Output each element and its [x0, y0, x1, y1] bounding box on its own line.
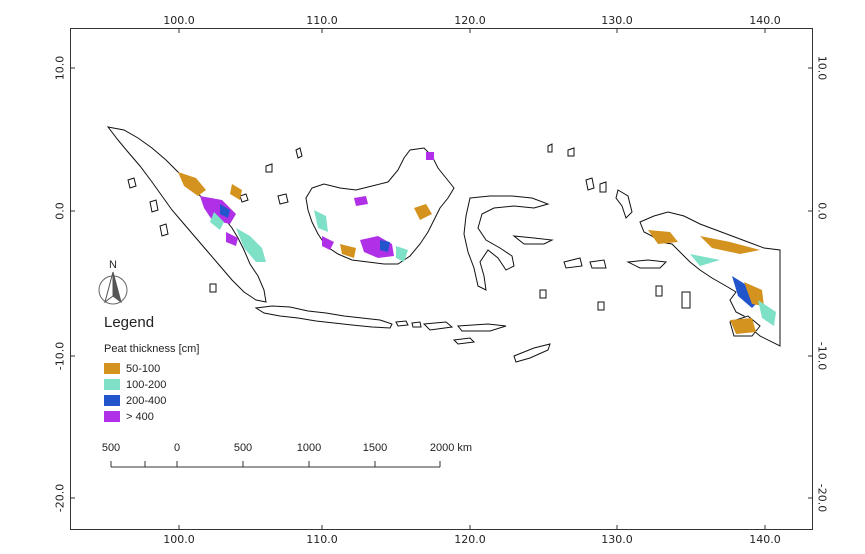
- timor-island: [513, 343, 551, 363]
- legend-item: > 400: [104, 410, 154, 423]
- peat-patch-gt-400: [354, 196, 368, 206]
- peat-patch-50-100: [700, 236, 760, 254]
- top-tick-label: 140.0: [749, 14, 781, 27]
- halmahera-island: [615, 189, 633, 219]
- legend-subtitle: Peat thickness [cm]: [104, 343, 200, 355]
- flores-island: [457, 323, 507, 332]
- scale-label: 500: [101, 442, 121, 454]
- small-island: [599, 181, 607, 193]
- peat-patch-50-100: [340, 244, 356, 258]
- bottom-tick-label: 130.0: [601, 533, 633, 546]
- peat-patch-100-200: [396, 246, 408, 262]
- peat-patch-50-100: [744, 282, 764, 306]
- peat-patch-100-200: [690, 254, 720, 266]
- peat-patch-100-200: [210, 212, 224, 230]
- small-island: [563, 257, 583, 269]
- small-island: [585, 177, 595, 191]
- small-island: [681, 291, 691, 309]
- bottom-tick-label: 110.0: [306, 533, 338, 546]
- legend-label: > 400: [126, 410, 154, 423]
- sumbawa-island: [422, 321, 454, 331]
- small-island: [209, 283, 217, 293]
- scale-label: 1500: [362, 442, 388, 454]
- sulawesi-peninsula: [512, 235, 554, 245]
- legend-swatch: [104, 411, 120, 422]
- legend-label: 50-100: [126, 362, 161, 375]
- legend-item: 100-200: [104, 378, 166, 391]
- top-tick-label: 120.0: [454, 14, 486, 27]
- top-tick-label: 100.0: [163, 14, 195, 27]
- peat-patch-gt-400: [226, 232, 238, 246]
- legend-item: 50-100: [104, 362, 160, 375]
- north-arrow-icon: [98, 271, 128, 305]
- peat-patch-100-200: [236, 228, 266, 262]
- legend-label: 200-400: [126, 394, 167, 407]
- lombok-island: [411, 321, 422, 328]
- right-tick-label: 10.0: [815, 55, 829, 81]
- small-island: [159, 223, 169, 237]
- peat-patch-50-100: [414, 204, 432, 220]
- peat-patch-200-400: [380, 240, 390, 252]
- bali-island: [395, 320, 409, 327]
- small-island: [655, 285, 663, 297]
- scale-label: 2000 km: [429, 442, 473, 454]
- legend-swatch: [104, 379, 120, 390]
- sumatra-island: [106, 126, 267, 303]
- small-island: [239, 193, 249, 203]
- sumba-island: [452, 337, 476, 345]
- top-tick-label: 130.0: [601, 14, 633, 27]
- coastlines: [106, 126, 781, 363]
- peat-patch-50-100: [648, 230, 678, 244]
- peat-thickness-patches: [178, 152, 776, 334]
- peat-patch-50-100: [730, 318, 756, 334]
- right-tick-label: -20.0: [815, 483, 829, 513]
- legend-swatch: [104, 363, 120, 374]
- right-tick-label: -10.0: [815, 341, 829, 371]
- peat-patch-gt-400: [426, 152, 434, 160]
- legend-title: Legend: [104, 314, 155, 331]
- peat-patch-200-400: [220, 204, 230, 218]
- bottom-tick-label: 100.0: [163, 533, 195, 546]
- top-tick-label: 110.0: [306, 14, 338, 27]
- seram-island: [626, 259, 668, 269]
- small-island: [597, 301, 605, 311]
- right-tick-label: 0.0: [815, 202, 829, 220]
- scale-label: 1000: [296, 442, 322, 454]
- left-tick-label: 10.0: [53, 55, 67, 81]
- frame-ticks: [70, 28, 813, 530]
- peat-patch-50-100: [178, 172, 206, 196]
- peat-patch-50-100: [230, 184, 242, 200]
- java-island: [254, 305, 393, 329]
- peat-patch-gt-400: [322, 236, 334, 250]
- peat-patch-100-200: [758, 300, 776, 326]
- scale-bar: [110, 461, 441, 468]
- bottom-tick-label: 140.0: [749, 533, 781, 546]
- legend-item: 200-400: [104, 394, 166, 407]
- small-island: [539, 289, 547, 299]
- legend-swatch: [104, 395, 120, 406]
- small-island: [295, 147, 303, 159]
- buru-island: [589, 259, 607, 269]
- left-tick-label: 0.0: [53, 202, 67, 220]
- left-tick-label: -20.0: [53, 483, 67, 513]
- small-island: [567, 147, 575, 157]
- peat-patch-100-200: [314, 210, 328, 232]
- left-tick-label: -10.0: [53, 341, 67, 371]
- small-island: [547, 143, 553, 153]
- small-island: [127, 177, 137, 189]
- scale-label: 0: [173, 442, 181, 454]
- legend-label: 100-200: [126, 378, 167, 391]
- small-island: [149, 199, 159, 213]
- small-island: [265, 163, 273, 173]
- scale-label: 500: [233, 442, 253, 454]
- map-frame: [70, 28, 813, 530]
- small-island: [277, 193, 289, 205]
- north-label: N: [109, 259, 117, 271]
- bottom-tick-label: 120.0: [454, 533, 486, 546]
- papua-island: [639, 211, 781, 347]
- sulawesi-island: [463, 195, 550, 291]
